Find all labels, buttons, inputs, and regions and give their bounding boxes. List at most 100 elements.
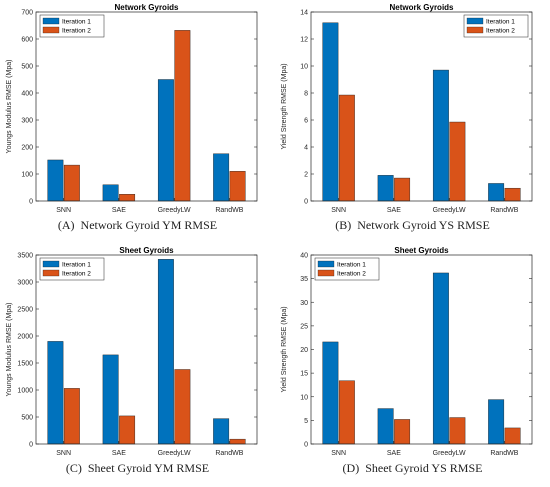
legend-label: Iteration 1 (62, 19, 91, 26)
legend-swatch (466, 26, 484, 34)
legend-label: Iteration 2 (62, 28, 91, 35)
panel-network-ys: Network Gyroids 0 2 4 6 8 10 12 14 Yield Strength… (275, 0, 550, 243)
legend-swatch (42, 269, 60, 277)
legend-label: Iteration 2 (337, 271, 366, 278)
panel-caption: (C) Sheet Gyroid YM RMSE (0, 461, 275, 476)
bar-iteration-1 (213, 418, 230, 445)
y-tick-label: 2 (304, 172, 308, 179)
bar-iteration-1 (157, 79, 174, 202)
chart-network-ym: Network Gyroids 0 100 200 300 400 500 600 700 You… (6, 3, 258, 214)
x-tick-label: RandWB (215, 207, 243, 214)
x-tick-label: SNN (331, 207, 346, 214)
y-tick-label: 4 (304, 145, 308, 152)
x-tick-label: RandWB (215, 450, 243, 457)
legend-label: Iteration 2 (62, 271, 91, 278)
x-tick-label: SNN (56, 450, 71, 457)
y-tick-label: 30 (300, 300, 308, 307)
y-tick-label: 200 (21, 145, 33, 152)
panel-caption: (A) Network Gyroid YM RMSE (0, 218, 275, 233)
bar-iteration-1 (432, 69, 449, 202)
y-tick-label: 15 (300, 371, 308, 378)
x-tick-label: SNN (331, 450, 346, 457)
y-tick-label: 12 (300, 37, 308, 44)
y-tick-label: 100 (21, 172, 33, 179)
bar-iteration-1 (102, 354, 119, 445)
x-tick-label: RandWB (490, 207, 518, 214)
x-tick-label: SAE (387, 207, 401, 214)
y-tick-label: 20 (300, 347, 308, 354)
plot-frame (35, 254, 258, 445)
panel-sheet-ym: Sheet Gyroids 0 500 1000 1500 2000 2500 3000 350… (0, 243, 275, 486)
bar-iteration-1 (213, 153, 230, 202)
y-tick-label: 10 (300, 64, 308, 71)
y-tick-label: 700 (21, 10, 33, 17)
y-tick-label: 10 (300, 394, 308, 401)
panel-sheet-ys: Sheet Gyroids 0 5 10 15 20 25 30 35 40 Yield Stren… (275, 243, 550, 486)
legend-swatch (317, 269, 335, 277)
y-tick-label: 500 (21, 415, 33, 422)
x-tick-label: GreedyLW (158, 450, 191, 457)
legend-swatch (42, 260, 60, 268)
panel-caption: (B) Network Gyroid YS RMSE (275, 218, 550, 233)
x-tick-label: GreedyLW (433, 207, 466, 214)
x-tick-label: SAE (112, 450, 126, 457)
y-axis-label: Youngs Modulus RMSE (Mpa) (6, 303, 13, 397)
bar-iteration-1 (432, 272, 449, 445)
chart-sheet-ym: Sheet Gyroids 0 500 1000 1500 2000 2500 3000 350… (6, 246, 258, 457)
y-axis-label: Youngs Modulus RMSE (Mpa) (6, 60, 13, 154)
caption-letter: (C) (65, 461, 82, 475)
y-tick-label: 2000 (17, 334, 33, 341)
bar-iteration-2 (119, 194, 136, 202)
y-tick-label: 3500 (17, 253, 33, 260)
bar-iteration-1 (322, 341, 339, 445)
y-tick-label: 6 (304, 118, 308, 125)
chart-title: Sheet Gyroids (394, 246, 449, 255)
chart-network-ys: Network Gyroids 0 2 4 6 8 10 12 14 Yield Strength… (281, 3, 533, 214)
legend-label: Iteration 1 (62, 262, 91, 269)
y-tick-label: 600 (21, 37, 33, 44)
y-tick-label: 0 (29, 199, 33, 206)
y-tick-label: 500 (21, 64, 33, 71)
caption-text: Sheet Gyroid YM RMSE (87, 461, 210, 475)
y-tick-label: 1500 (17, 361, 33, 368)
caption-letter: (D) (342, 461, 360, 475)
legend-label: Iteration 1 (337, 262, 366, 269)
caption-text: Sheet Gyroid YS RMSE (365, 461, 483, 475)
chart-title: Network Gyroids (114, 3, 179, 12)
bar-iteration-2 (504, 187, 521, 202)
bar-iteration-2 (338, 94, 355, 202)
y-tick-label: 2500 (17, 307, 33, 314)
y-tick-label: 14 (300, 10, 308, 17)
caption-text: Network Gyroid YS RMSE (357, 218, 490, 232)
plot-frame (310, 254, 533, 445)
x-tick-label: SNN (56, 207, 71, 214)
bar-iteration-1 (488, 183, 505, 202)
y-tick-label: 400 (21, 91, 33, 98)
y-tick-label: 3000 (17, 280, 33, 287)
plot-frame (310, 11, 533, 202)
bar-iteration-2 (63, 164, 80, 202)
bar-iteration-2 (449, 121, 466, 202)
x-tick-label: GreedyLW (158, 207, 191, 214)
y-tick-label: 5 (304, 418, 308, 425)
bar-iteration-1 (377, 408, 394, 445)
bar-iteration-1 (47, 159, 64, 202)
chart-title: Network Gyroids (389, 3, 454, 12)
bar-iteration-2 (394, 419, 411, 445)
y-tick-label: 40 (300, 253, 308, 260)
bar-iteration-2 (338, 380, 355, 445)
bar-iteration-2 (229, 438, 246, 445)
legend-label: Iteration 1 (486, 19, 515, 26)
caption-letter: (A) (57, 218, 75, 232)
bar-iteration-1 (157, 259, 174, 445)
y-axis-label: Yield Strength RMSE (Mpa) (281, 63, 288, 149)
y-tick-label: 35 (300, 276, 308, 283)
chart-title: Sheet Gyroids (119, 246, 174, 255)
y-tick-label: 0 (304, 442, 308, 449)
legend-label: Iteration 2 (486, 28, 515, 35)
panel-caption: (D) Sheet Gyroid YS RMSE (275, 461, 550, 476)
y-tick-label: 8 (304, 91, 308, 98)
x-tick-label: SAE (387, 450, 401, 457)
y-axis-label: Yield Strength RMSE (Mpa) (281, 306, 288, 392)
bar-iteration-2 (174, 369, 191, 445)
